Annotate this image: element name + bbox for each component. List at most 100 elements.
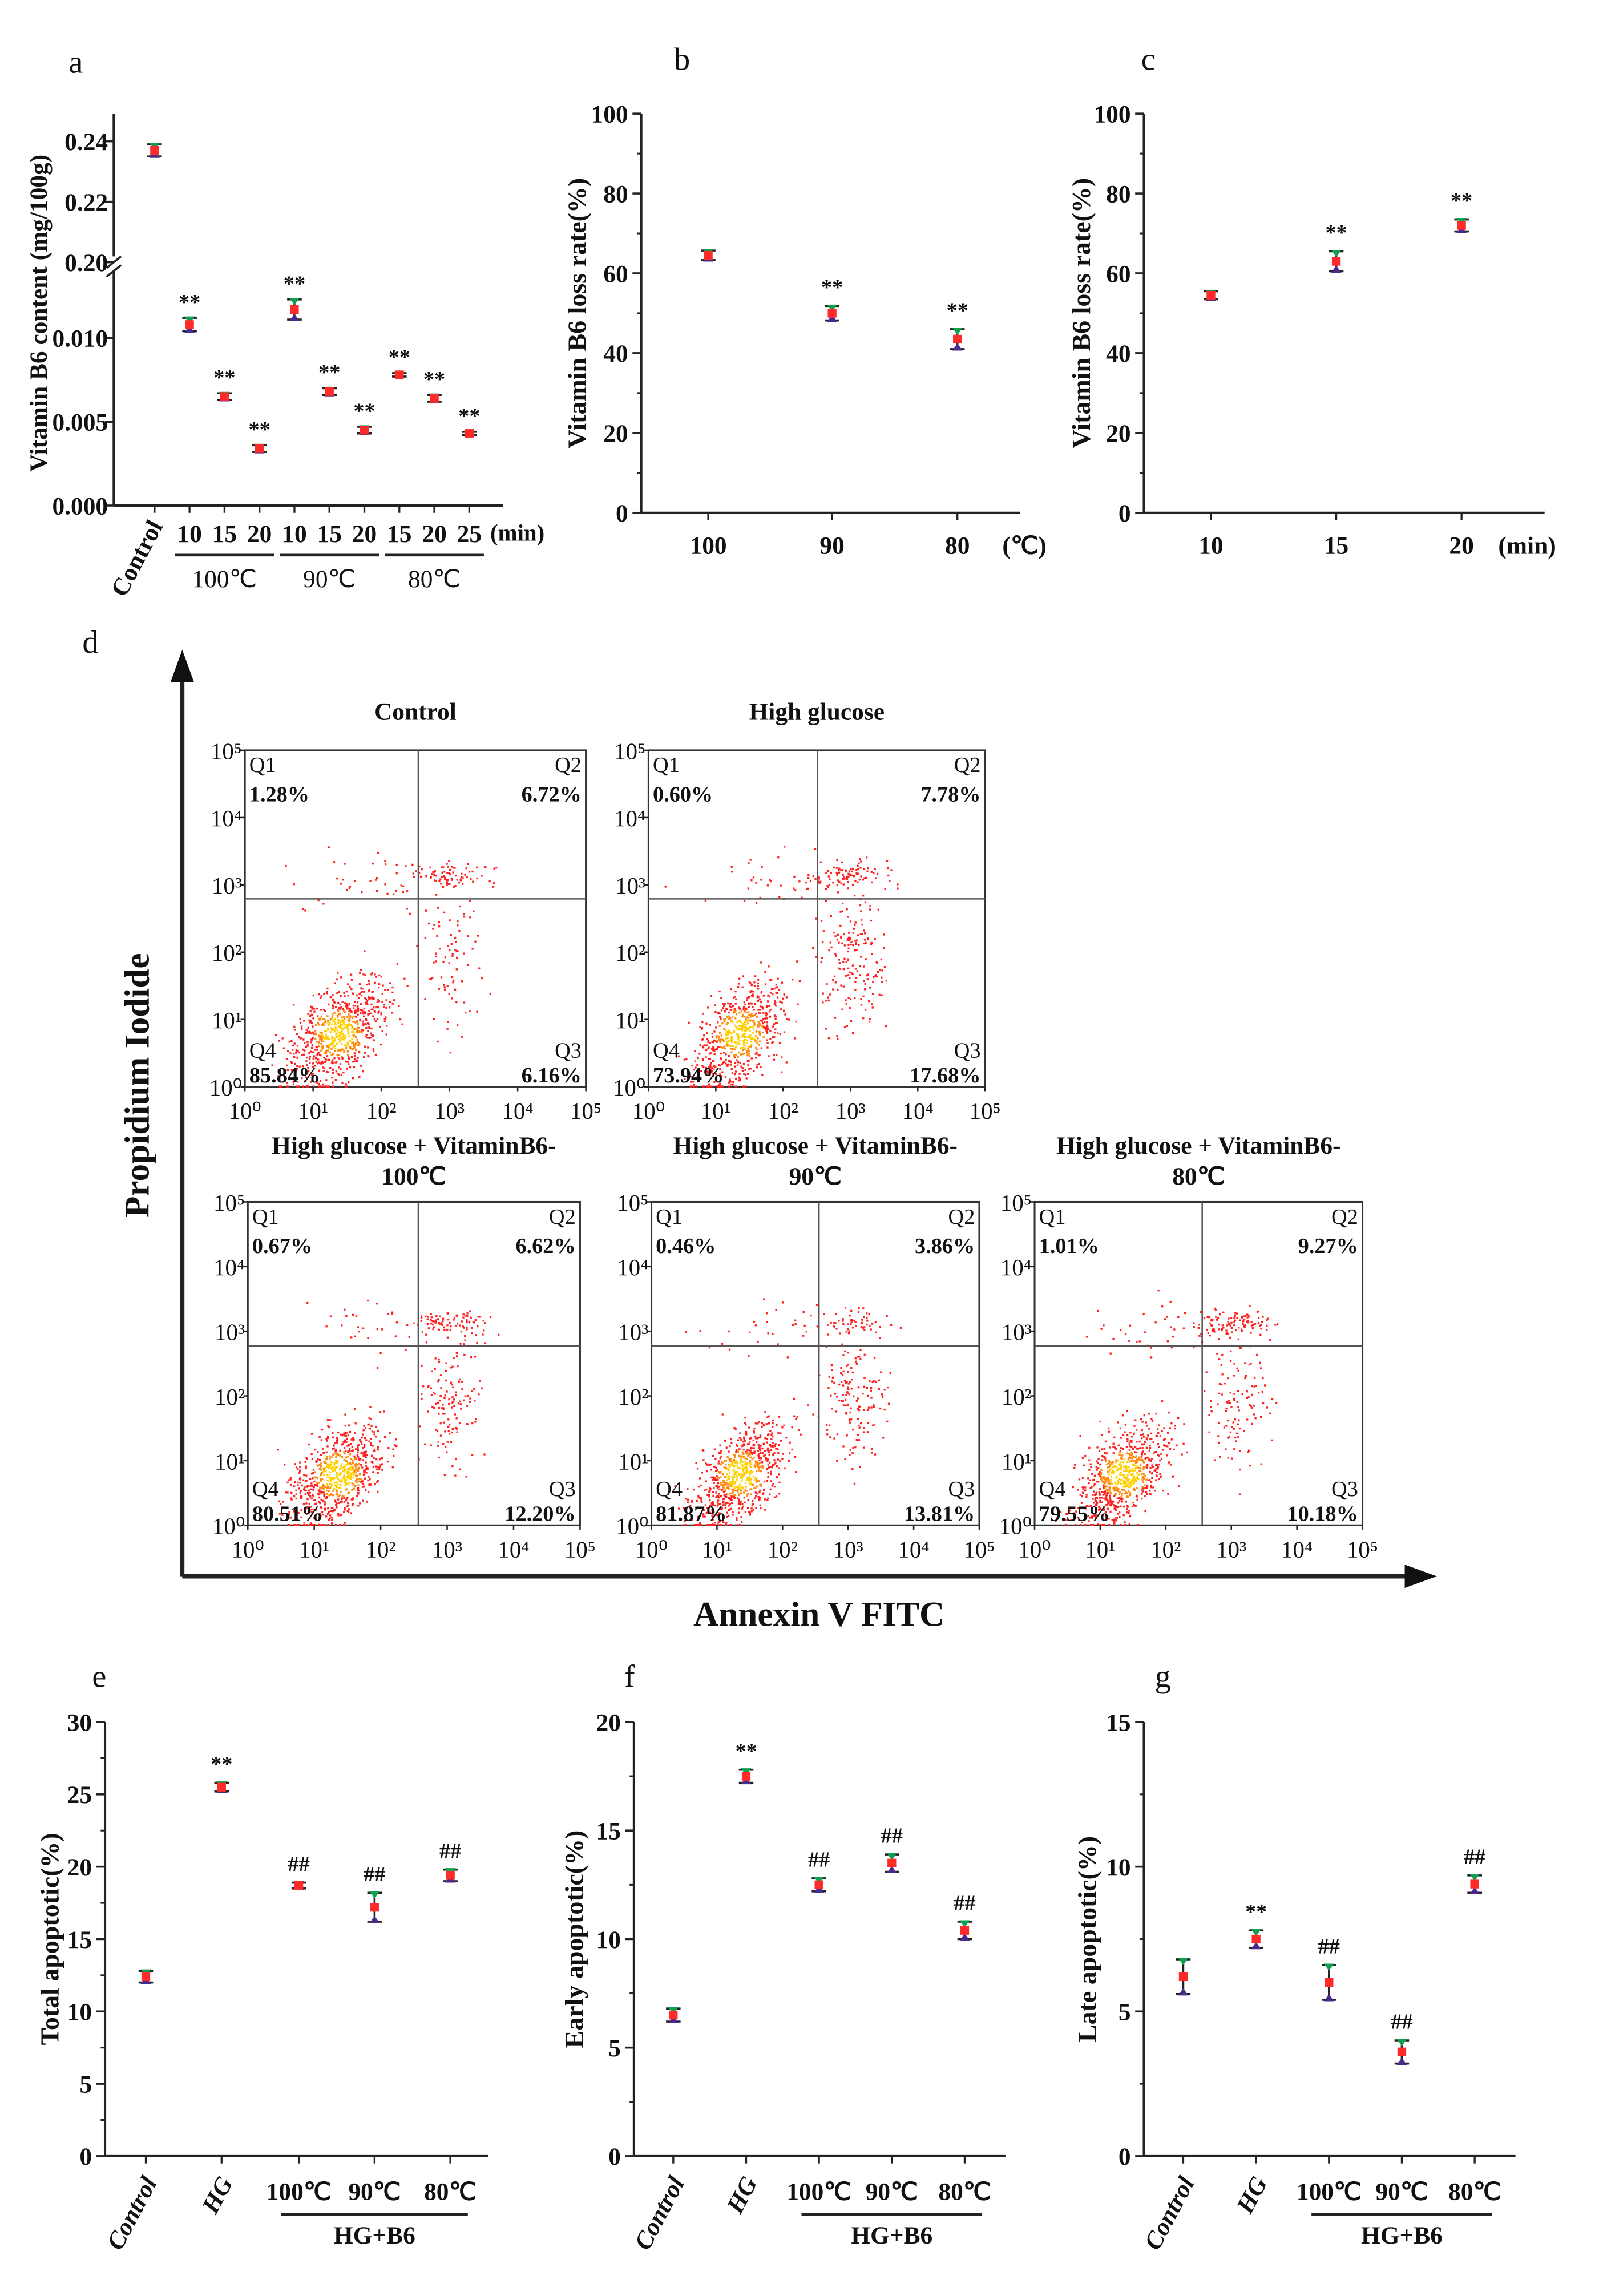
flow-event (332, 1490, 334, 1493)
flow-event (1122, 1505, 1125, 1508)
flow-event (361, 988, 364, 990)
flow-event (332, 1448, 334, 1450)
flow-event (842, 1404, 845, 1406)
flow-event (746, 1477, 749, 1480)
flow-event (328, 1466, 330, 1469)
flow-event (743, 1040, 745, 1042)
flow-event (732, 1461, 734, 1464)
flow-event (462, 1316, 465, 1319)
flow-event (709, 1065, 712, 1068)
flow-event (298, 1469, 301, 1472)
flow-event (835, 1313, 837, 1315)
flow-event (310, 1041, 312, 1044)
flow-event (326, 1015, 329, 1017)
flow-event (302, 1503, 305, 1506)
flow-event (357, 1468, 360, 1470)
flow-event (295, 1493, 297, 1495)
flow-event (328, 1490, 330, 1493)
flow-event (1137, 1457, 1140, 1460)
flow-event (373, 1450, 375, 1453)
flow-event (867, 938, 869, 941)
flow-event (340, 1073, 343, 1076)
flow-event (1140, 1468, 1142, 1470)
flow-event (745, 1466, 748, 1468)
flow-event (340, 1040, 342, 1042)
flow-event (443, 876, 446, 879)
flow-event (1144, 1457, 1146, 1460)
flow-event (711, 1523, 714, 1526)
flow-event (822, 992, 824, 995)
flow-event (341, 1324, 343, 1327)
flow-event (1091, 1515, 1093, 1518)
flow-event (336, 1473, 338, 1475)
flow-event (443, 988, 446, 991)
flow-event (753, 1024, 756, 1026)
flow-event (431, 1320, 434, 1323)
flow-event (730, 1481, 732, 1483)
flow-event (337, 1049, 340, 1052)
flow-event (442, 866, 445, 868)
flow-event (1120, 1505, 1122, 1507)
flow-event (439, 1315, 442, 1317)
flow-event (361, 1032, 363, 1034)
flow-event (849, 977, 851, 979)
flow-event (365, 998, 368, 1000)
flow-event (306, 1492, 309, 1494)
flow-event (454, 988, 457, 991)
flow-event (368, 1483, 370, 1486)
quadrant-percent: 0.46% (656, 1234, 716, 1258)
flow-event (403, 977, 406, 980)
flow-event (373, 1449, 376, 1451)
y-tick-label: 10⁴ (211, 806, 242, 831)
flow-event (852, 932, 854, 934)
flow-event (752, 1503, 754, 1506)
flow-event (738, 1494, 740, 1497)
flow-event (856, 970, 858, 972)
flow-event (1115, 1465, 1117, 1468)
flow-event (314, 1524, 316, 1526)
flow-event (333, 1477, 336, 1480)
flow-event (361, 1443, 363, 1445)
flow-event (296, 1033, 298, 1036)
group-label: 90℃ (303, 565, 356, 593)
flow-event (350, 1450, 353, 1452)
flow-event (835, 1396, 838, 1398)
flow-event (1174, 1427, 1176, 1430)
flow-event (327, 1524, 329, 1526)
flow-event (731, 1037, 734, 1040)
flow-event (336, 1460, 339, 1462)
flow-event (338, 1038, 341, 1041)
flow-event (1102, 1481, 1104, 1483)
flow-event (721, 1461, 724, 1464)
flow-event (449, 1321, 451, 1324)
x-unit-label: (min) (490, 520, 544, 545)
flow-event (848, 870, 851, 872)
flow-event (1121, 1494, 1123, 1497)
flow-event (707, 1058, 710, 1061)
flow-event (732, 996, 735, 999)
flow-event (768, 1451, 770, 1453)
flow-event (887, 1402, 890, 1405)
flow-event (770, 1466, 773, 1468)
flow-event (446, 1336, 449, 1339)
flow-event (746, 999, 748, 1001)
flow-event (468, 871, 471, 873)
flow-event (712, 1060, 714, 1062)
flow-event (305, 1032, 308, 1034)
flow-event (715, 1035, 717, 1037)
flow-event (748, 862, 750, 864)
flow-event (696, 1064, 698, 1066)
flow-event (778, 1481, 781, 1483)
flow-event (1155, 1467, 1158, 1470)
flow-event (1126, 1466, 1129, 1469)
flow-event (438, 1379, 440, 1381)
flow-event (1119, 1481, 1121, 1484)
flow-event (344, 1481, 346, 1483)
flow-event (881, 969, 883, 972)
flow-event (327, 1435, 329, 1438)
flow-event (462, 913, 465, 916)
flow-event (362, 1446, 364, 1449)
flow-event (426, 1323, 429, 1325)
flow-event (738, 1503, 741, 1506)
flow-event (844, 1458, 846, 1460)
